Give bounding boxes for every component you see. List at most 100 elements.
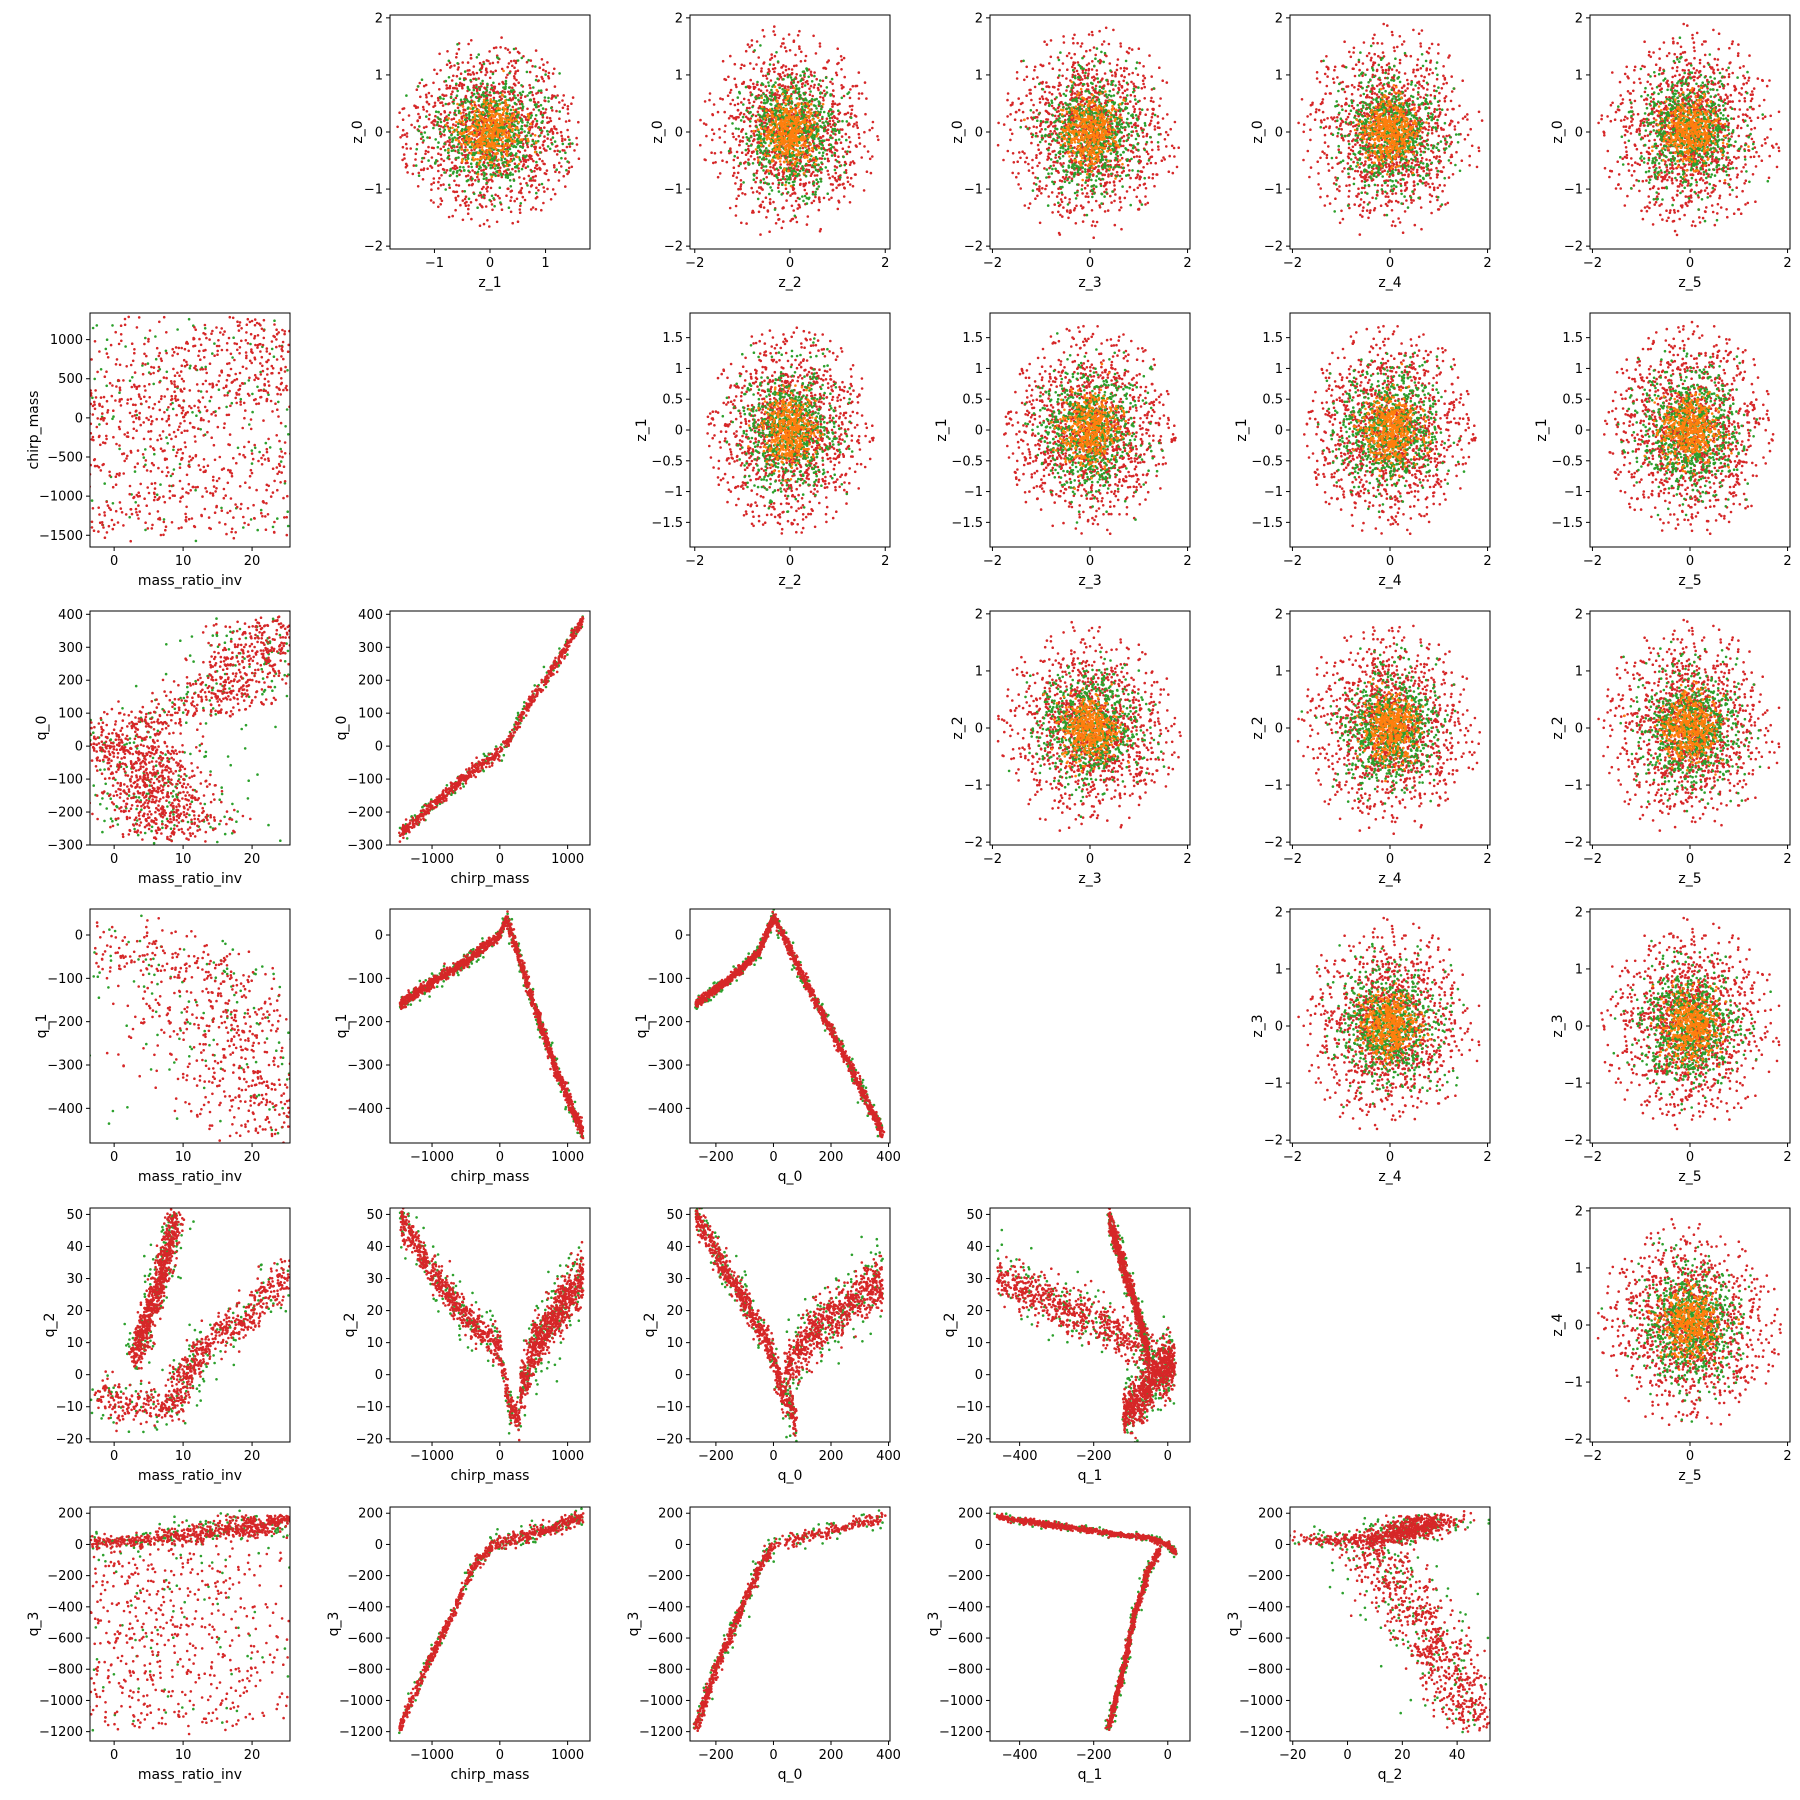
scatter-point xyxy=(819,91,822,94)
scatter-point xyxy=(471,118,474,122)
scatter-point xyxy=(467,204,470,207)
scatter-point xyxy=(833,176,837,180)
scatter-point xyxy=(777,83,780,87)
scatter-point xyxy=(553,67,556,71)
scatter-point xyxy=(756,197,760,201)
scatter-point xyxy=(500,67,504,71)
scatter-point xyxy=(483,133,487,137)
scatter-point xyxy=(801,195,804,198)
scatter-point xyxy=(753,134,756,137)
scatter-point xyxy=(833,151,837,155)
scatter-point xyxy=(543,190,546,193)
scatter-point xyxy=(1115,170,1119,174)
scatter-point xyxy=(767,169,770,172)
scatter-point xyxy=(781,152,784,156)
scatter-point xyxy=(793,214,797,218)
scatter-point xyxy=(780,103,784,106)
scatter-point xyxy=(446,125,450,128)
scatter-point xyxy=(457,139,461,143)
scatter-point xyxy=(478,149,482,152)
scatter-point xyxy=(451,126,454,130)
scatter-point xyxy=(764,85,767,88)
scatter-point xyxy=(756,152,759,156)
scatter-point xyxy=(466,61,470,64)
scatter-point xyxy=(560,156,563,160)
scatter-point xyxy=(786,191,790,194)
scatter-point xyxy=(813,83,816,87)
scatter-point xyxy=(506,146,510,149)
scatter-point xyxy=(1090,224,1094,227)
scatter-point xyxy=(832,115,836,118)
scatter-point xyxy=(444,79,448,83)
scatter-point xyxy=(1118,179,1122,183)
scatter-point xyxy=(520,102,524,106)
scatter-point xyxy=(529,91,532,94)
scatter-point xyxy=(488,76,492,80)
scatter-point xyxy=(486,151,489,154)
scatter-point xyxy=(1032,111,1035,114)
scatter-point xyxy=(439,163,443,166)
scatter-point xyxy=(528,98,532,102)
scatter-point xyxy=(817,196,821,199)
scatter-point xyxy=(811,94,814,98)
scatter-point xyxy=(724,124,727,128)
scatter-point xyxy=(712,132,716,136)
scatter-point xyxy=(755,169,759,173)
scatter-point xyxy=(807,75,810,79)
scatter-point xyxy=(1052,160,1055,164)
scatter-point xyxy=(780,226,784,230)
scatter-point xyxy=(519,202,523,205)
scatter-point xyxy=(479,70,483,74)
scatter-point xyxy=(439,101,442,105)
scatter-point xyxy=(792,64,796,68)
scatter-point xyxy=(549,119,553,123)
scatter-point xyxy=(809,112,812,115)
scatter-point xyxy=(727,149,731,153)
scatter-point xyxy=(775,88,779,92)
scatter-point xyxy=(848,163,852,167)
scatter-point xyxy=(474,78,478,81)
scatter-point xyxy=(564,185,567,188)
scatter-point xyxy=(796,158,800,162)
y-tick-label: 1 xyxy=(675,68,683,83)
scatter-point xyxy=(553,125,556,128)
scatter-point xyxy=(464,143,467,146)
scatter-point xyxy=(547,100,550,103)
scatter-point xyxy=(566,160,569,163)
scatter-point xyxy=(748,101,751,105)
scatter-point xyxy=(543,126,546,129)
scatter-point xyxy=(787,181,791,185)
scatter-point xyxy=(782,220,785,223)
scatter-point xyxy=(833,165,837,168)
scatter-point xyxy=(477,99,480,103)
scatter-point xyxy=(506,73,509,77)
scatter-point xyxy=(478,127,482,130)
scatter-point xyxy=(477,140,480,144)
scatter-point xyxy=(506,136,509,139)
scatter-point xyxy=(402,107,406,110)
scatter-point xyxy=(455,145,459,149)
x-axis-label: z_2 xyxy=(778,275,801,291)
scatter-point xyxy=(452,149,455,152)
scatter-point xyxy=(844,112,848,116)
scatter-point xyxy=(437,169,440,173)
scatter-point xyxy=(546,145,550,148)
scatter-point xyxy=(471,177,474,180)
scatter-point xyxy=(800,110,803,113)
scatter-point xyxy=(498,115,502,119)
scatter-point xyxy=(553,127,556,130)
scatter-point xyxy=(535,163,539,167)
scatter-point xyxy=(1092,236,1095,239)
scatter-point xyxy=(768,63,772,66)
scatter-point xyxy=(749,62,752,65)
scatter-point xyxy=(863,130,866,134)
scatter-point xyxy=(799,156,802,159)
scatter-point xyxy=(453,179,456,183)
scatter-point xyxy=(482,174,486,177)
scatter-point xyxy=(747,85,751,89)
scatter-point xyxy=(854,173,857,176)
scatter-point xyxy=(1055,195,1059,198)
scatter-point xyxy=(736,96,740,99)
scatter-point xyxy=(455,120,458,124)
scatter-point xyxy=(566,172,569,176)
